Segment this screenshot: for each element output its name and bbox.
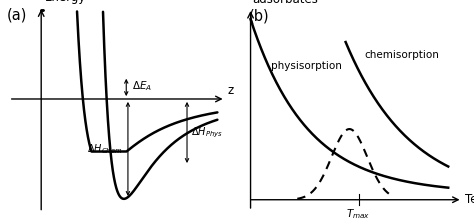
Text: (b): (b) bbox=[248, 8, 269, 23]
Text: Temperature: Temperature bbox=[465, 193, 474, 206]
Text: density of
adsorbates: density of adsorbates bbox=[253, 0, 319, 6]
Text: z: z bbox=[228, 84, 234, 97]
Text: Energy: Energy bbox=[45, 0, 87, 4]
Text: chemisorption: chemisorption bbox=[365, 50, 439, 60]
Text: $\Delta H_{Chem}$: $\Delta H_{Chem}$ bbox=[87, 142, 123, 156]
Text: $\Delta H_{Phys}$: $\Delta H_{Phys}$ bbox=[191, 125, 223, 140]
Text: $\Delta E_A$: $\Delta E_A$ bbox=[132, 79, 153, 93]
Text: $T_{max}$: $T_{max}$ bbox=[346, 207, 371, 219]
Text: physisorption: physisorption bbox=[271, 61, 342, 71]
Text: (a): (a) bbox=[7, 7, 27, 23]
